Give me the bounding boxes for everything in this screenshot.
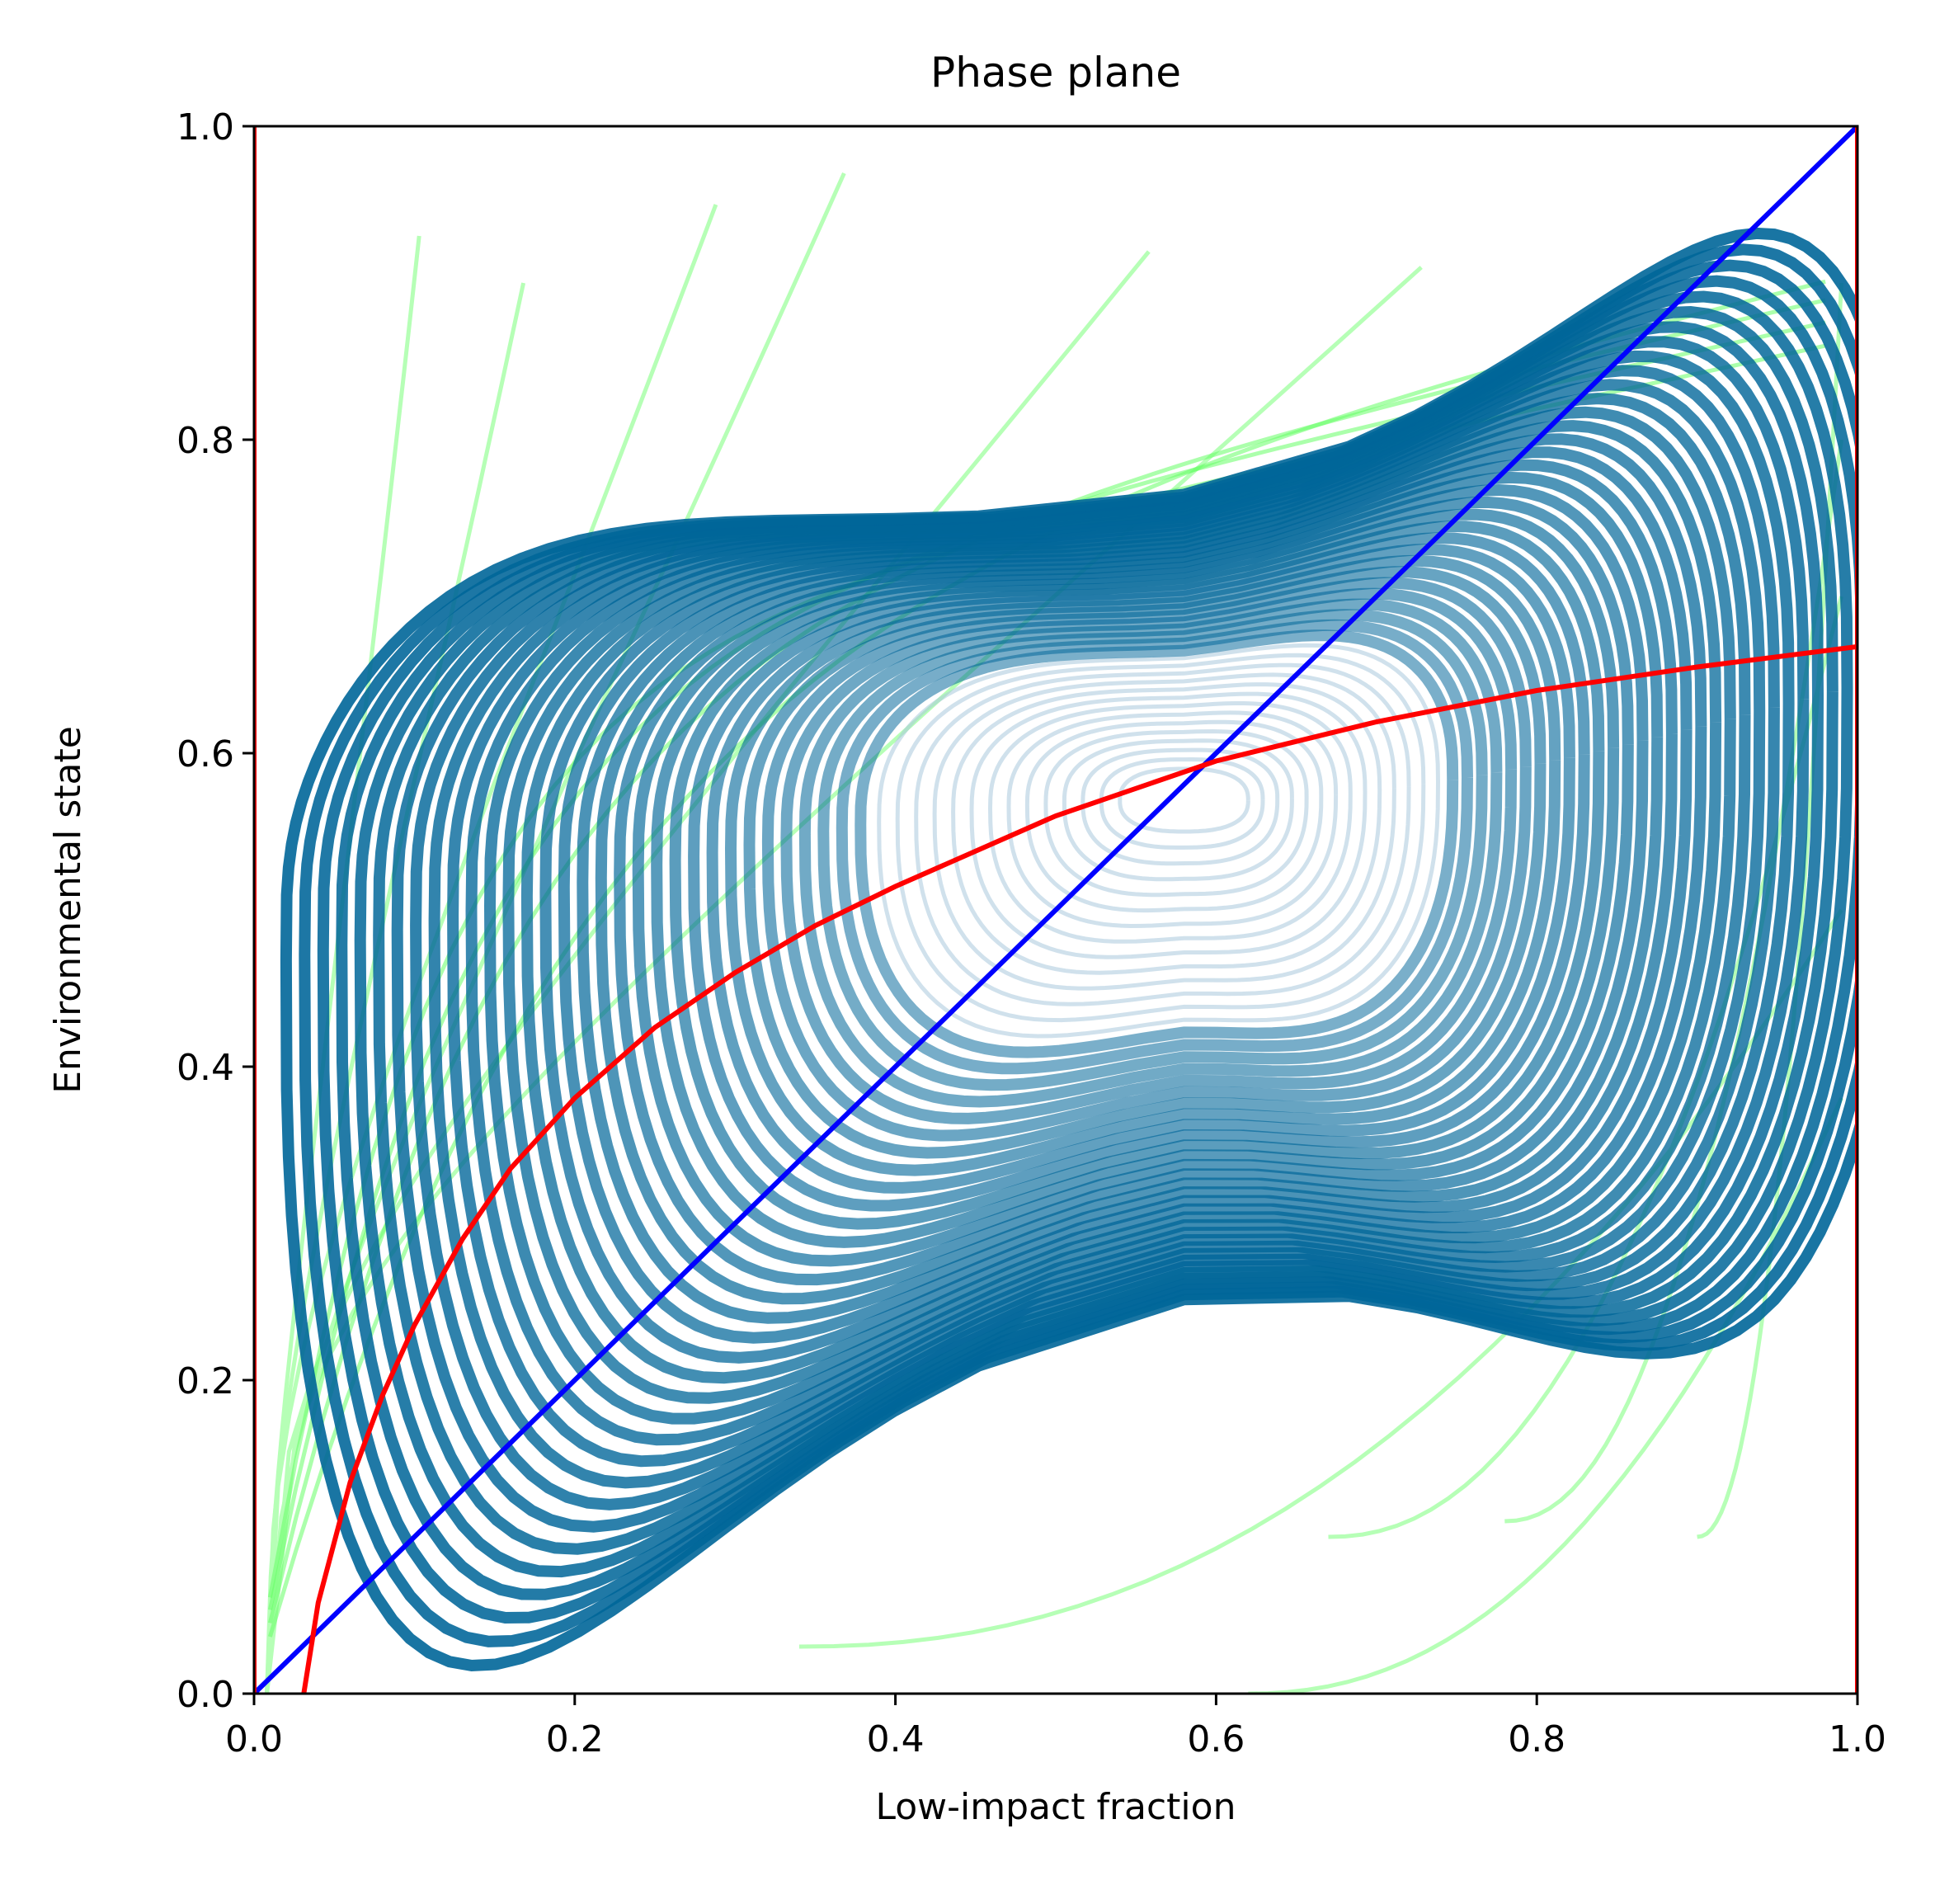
orbit-trajectory [877,643,1440,1039]
y-tick-label: 1.0 [177,106,234,148]
orbit-trajectory [483,393,1751,1425]
orbit-trajectory [987,701,1353,944]
y-tick-label: 0.0 [177,1674,234,1716]
orbit-trajectory [951,682,1382,975]
orbit-trajectory [428,350,1795,1489]
outer-trajectory [265,250,1151,1694]
orbit-trajectory [798,598,1503,1108]
orbit-trajectory [780,587,1518,1124]
x-tick-label: 0.6 [1187,1718,1245,1760]
orbit-trajectory [299,243,1857,1647]
orbit-trajectory [595,471,1664,1305]
orbit-trajectory [914,662,1411,1006]
orbit-trajectory [354,290,1853,1578]
blue-trajectories [280,227,1857,1672]
orbit-trajectory [969,691,1368,959]
x-tick-label: 0.2 [546,1718,604,1760]
orbit-trajectory [817,609,1488,1091]
y-axis-label: Environmental state [47,726,89,1094]
orbit-trajectory [373,305,1838,1555]
orbit-trajectory [836,619,1473,1075]
orbit-trajectory [502,406,1736,1404]
outer-trajectory [265,204,718,1694]
chart-title: Phase plane [930,49,1181,97]
y-tick-label: 0.8 [177,420,234,462]
orbit-trajectory [520,420,1722,1384]
y-tick-label: 0.2 [177,1360,234,1402]
plot-frame [252,125,1859,1695]
x-tick-label: 1.0 [1829,1718,1886,1760]
orbit-trajectory [447,365,1780,1468]
nullclines [254,126,1857,1694]
orbit-trajectory [1024,719,1324,913]
orbit-trajectory [855,629,1459,1058]
orbit-trajectory [724,554,1561,1176]
x-tick-label: 0.0 [225,1718,283,1760]
orbit-trajectory [280,227,1857,1672]
y-tick-label: 0.4 [177,1047,234,1089]
nullcline-line [301,643,1857,1694]
orbit-trajectory [558,446,1693,1344]
orbit-trajectory [743,566,1547,1159]
x-tick-label: 0.8 [1508,1718,1565,1760]
axes: 0.0 0.2 0.4 0.6 0.8 1.0 0.0 0.2 0.4 0.6 0.8 1.0 [177,106,1886,1760]
orbit-trajectory [1118,766,1250,834]
orbit-trajectory [1006,710,1339,929]
orbit-trajectory [410,336,1810,1510]
orbit-trajectory [706,543,1575,1194]
orbit-trajectory [577,459,1678,1324]
nullcline-line [254,126,1857,1694]
orbit-trajectory [895,653,1426,1023]
orbit-trajectory [539,433,1707,1364]
orbit-trajectory [317,259,1857,1624]
orbit-trajectory [1043,728,1309,898]
orbit-trajectory [932,672,1396,991]
orbit-trajectory [1062,738,1294,882]
orbit-trajectory [761,577,1532,1142]
orbit-trajectory [336,275,1857,1600]
orbit-trajectory [391,321,1824,1533]
x-tick-label: 0.4 [867,1718,925,1760]
x-axis-label: Low-impact fraction [876,1786,1236,1828]
orbit-trajectory [465,379,1766,1446]
y-tick-label: 0.6 [177,733,234,775]
